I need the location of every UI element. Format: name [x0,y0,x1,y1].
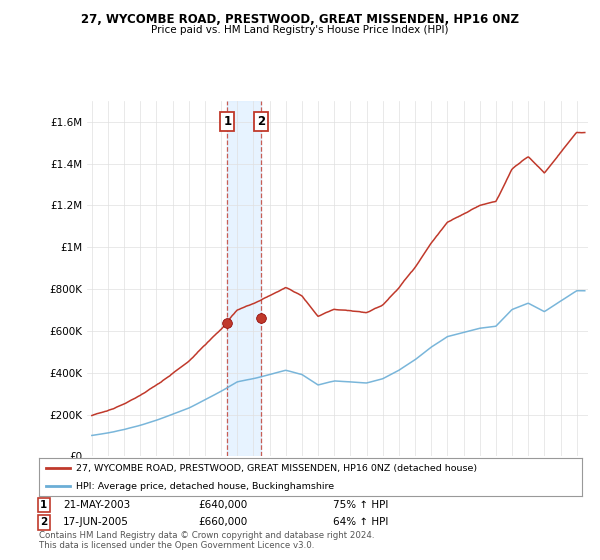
Text: HPI: Average price, detached house, Buckinghamshire: HPI: Average price, detached house, Buck… [76,482,334,491]
Text: 2: 2 [257,115,265,128]
Text: £660,000: £660,000 [198,517,247,528]
Bar [227,101,261,456]
Text: 27, WYCOMBE ROAD, PRESTWOOD, GREAT MISSENDEN, HP16 0NZ: 27, WYCOMBE ROAD, PRESTWOOD, GREAT MISSE… [81,13,519,26]
Text: Price paid vs. HM Land Registry's House Price Index (HPI): Price paid vs. HM Land Registry's House … [151,25,449,35]
Text: 64% ↑ HPI: 64% ↑ HPI [333,517,388,528]
Text: £640,000: £640,000 [198,500,247,510]
Text: 1: 1 [223,115,232,128]
Text: 1: 1 [40,500,47,510]
Text: 21-MAY-2003: 21-MAY-2003 [63,500,130,510]
Text: 2: 2 [40,517,47,528]
Text: 75% ↑ HPI: 75% ↑ HPI [333,500,388,510]
Text: 27, WYCOMBE ROAD, PRESTWOOD, GREAT MISSENDEN, HP16 0NZ (detached house): 27, WYCOMBE ROAD, PRESTWOOD, GREAT MISSE… [76,464,477,473]
Text: Contains HM Land Registry data © Crown copyright and database right 2024.
This d: Contains HM Land Registry data © Crown c… [39,531,374,550]
Text: 17-JUN-2005: 17-JUN-2005 [63,517,129,528]
